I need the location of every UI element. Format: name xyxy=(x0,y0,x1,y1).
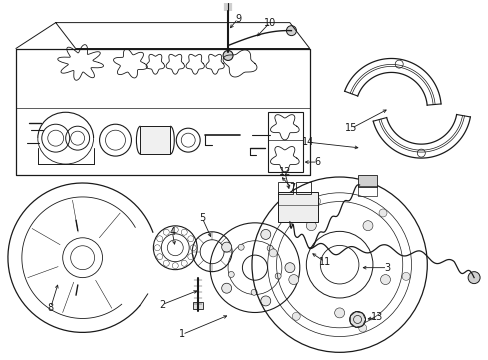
Text: 2: 2 xyxy=(159,300,165,310)
Circle shape xyxy=(260,229,270,239)
Circle shape xyxy=(292,312,300,320)
Circle shape xyxy=(378,209,386,217)
Bar xyxy=(140,126,170,154)
Circle shape xyxy=(223,50,233,60)
Text: 3: 3 xyxy=(384,263,390,273)
Circle shape xyxy=(362,221,372,231)
Circle shape xyxy=(251,289,257,295)
Circle shape xyxy=(221,283,231,293)
Bar xyxy=(277,192,317,222)
Text: 10: 10 xyxy=(263,18,275,28)
Text: 13: 13 xyxy=(370,312,383,323)
Circle shape xyxy=(285,263,294,273)
Circle shape xyxy=(238,244,244,250)
Circle shape xyxy=(358,324,366,332)
Circle shape xyxy=(288,275,298,284)
Circle shape xyxy=(380,275,389,284)
Bar xyxy=(295,182,310,194)
Circle shape xyxy=(268,249,277,257)
Circle shape xyxy=(312,197,320,205)
Circle shape xyxy=(228,271,234,278)
Text: 1: 1 xyxy=(179,329,185,339)
Circle shape xyxy=(260,296,270,306)
Text: 4: 4 xyxy=(169,227,175,237)
Bar xyxy=(357,175,377,187)
Circle shape xyxy=(266,245,273,251)
Bar xyxy=(357,186,377,196)
Text: 5: 5 xyxy=(199,213,205,223)
Text: 12: 12 xyxy=(278,167,290,177)
Circle shape xyxy=(221,242,231,252)
Circle shape xyxy=(305,221,316,231)
Circle shape xyxy=(401,273,409,280)
Circle shape xyxy=(467,272,479,284)
Circle shape xyxy=(334,308,344,318)
Text: 6: 6 xyxy=(314,157,320,167)
Text: 15: 15 xyxy=(345,123,357,133)
Bar xyxy=(277,182,292,194)
Text: 11: 11 xyxy=(318,257,330,267)
Bar xyxy=(193,302,203,310)
Circle shape xyxy=(349,311,365,328)
Bar xyxy=(267,112,302,172)
Circle shape xyxy=(275,273,281,279)
Text: 8: 8 xyxy=(48,302,54,312)
Text: 9: 9 xyxy=(234,14,241,24)
Circle shape xyxy=(286,26,296,36)
Text: 7: 7 xyxy=(288,183,294,193)
Text: 14: 14 xyxy=(301,137,313,147)
